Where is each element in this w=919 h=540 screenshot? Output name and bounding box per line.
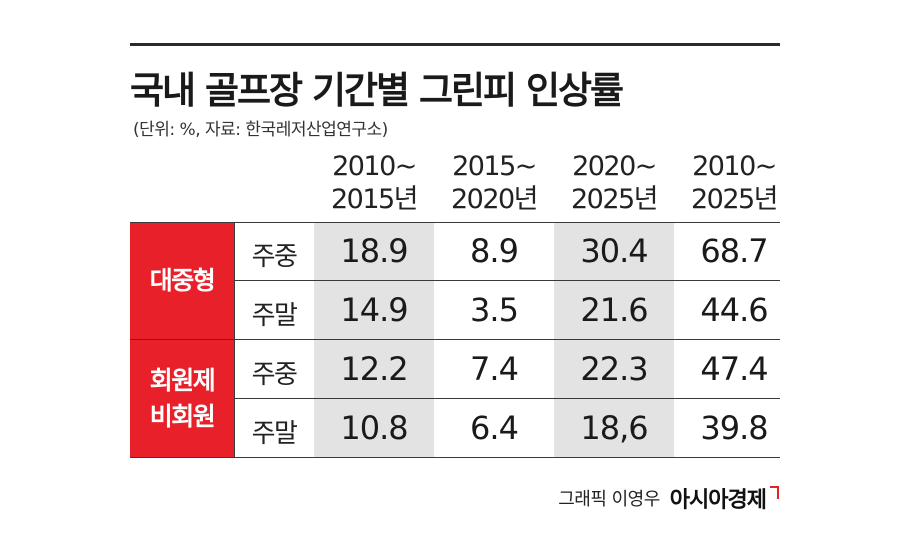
logo-mark-icon xyxy=(770,485,779,499)
group-label-line: 대중형 xyxy=(149,265,216,295)
column-header-line: 2025년 xyxy=(570,184,659,215)
table-rule-top xyxy=(130,222,780,223)
publisher-logo: 아시아경제 xyxy=(669,488,767,513)
table-rule-row xyxy=(234,280,780,281)
group-label-line: 회원제 xyxy=(149,365,216,395)
row-label: 주중 xyxy=(251,242,298,272)
row-label: 주말 xyxy=(251,301,298,331)
table-rule-bottom xyxy=(130,457,780,458)
table-cell: 39.8 xyxy=(700,409,768,447)
column-header-line: 2020~ xyxy=(572,151,657,182)
column-header-1: 2010~ 2015년 xyxy=(314,150,434,216)
column-header-3: 2020~ 2025년 xyxy=(554,150,674,216)
table-cell: 21.6 xyxy=(580,291,648,329)
table-cell: 44.6 xyxy=(700,291,768,329)
column-header-line: 2010~ xyxy=(332,151,417,182)
column-header-2: 2015~ 2020년 xyxy=(434,150,554,216)
column-header-line: 2015~ xyxy=(452,151,537,182)
row-label: 주중 xyxy=(251,360,298,390)
table-cell: 10.8 xyxy=(340,409,408,447)
group-label-public: 대중형 xyxy=(130,222,234,339)
table-rule-row xyxy=(234,398,780,399)
column-header-4: 2010~ 2025년 xyxy=(674,150,794,216)
table-cell: 12.2 xyxy=(340,350,408,388)
table-cell: 68.7 xyxy=(700,232,768,270)
table-cell: 18.9 xyxy=(340,232,408,270)
group-label-membership: 회원제 비회원 xyxy=(130,340,234,457)
chart-title: 국내 골프장 기간별 그린피 인상률 xyxy=(130,69,624,112)
group-label-line: 비회원 xyxy=(149,401,216,431)
table-rule-group xyxy=(130,339,780,340)
table-cell: 47.4 xyxy=(700,350,768,388)
table-rule-vertical xyxy=(234,222,235,457)
table-cell: 22.3 xyxy=(580,350,648,388)
column-header-line: 2010~ xyxy=(692,151,777,182)
table-cell: 14.9 xyxy=(340,291,408,329)
credit-line: 그래픽 이영우 아시아경제 xyxy=(558,482,779,514)
table-cell: 7.4 xyxy=(470,350,519,388)
column-header-line: 2015년 xyxy=(330,184,419,215)
column-header-line: 2025년 xyxy=(690,184,779,215)
table-cell: 8.9 xyxy=(470,232,519,270)
graphic-credit: 그래픽 이영우 xyxy=(558,489,660,510)
table-cell: 18,6 xyxy=(580,409,648,447)
top-rule xyxy=(130,43,780,46)
table-cell: 30.4 xyxy=(580,232,648,270)
column-header-line: 2020년 xyxy=(450,184,539,215)
table-cell: 3.5 xyxy=(470,291,519,329)
row-label: 주말 xyxy=(251,419,298,449)
chart-subtitle: (단위: %, 자료: 한국레저산업연구소) xyxy=(133,120,388,140)
table-cell: 6.4 xyxy=(470,409,519,447)
